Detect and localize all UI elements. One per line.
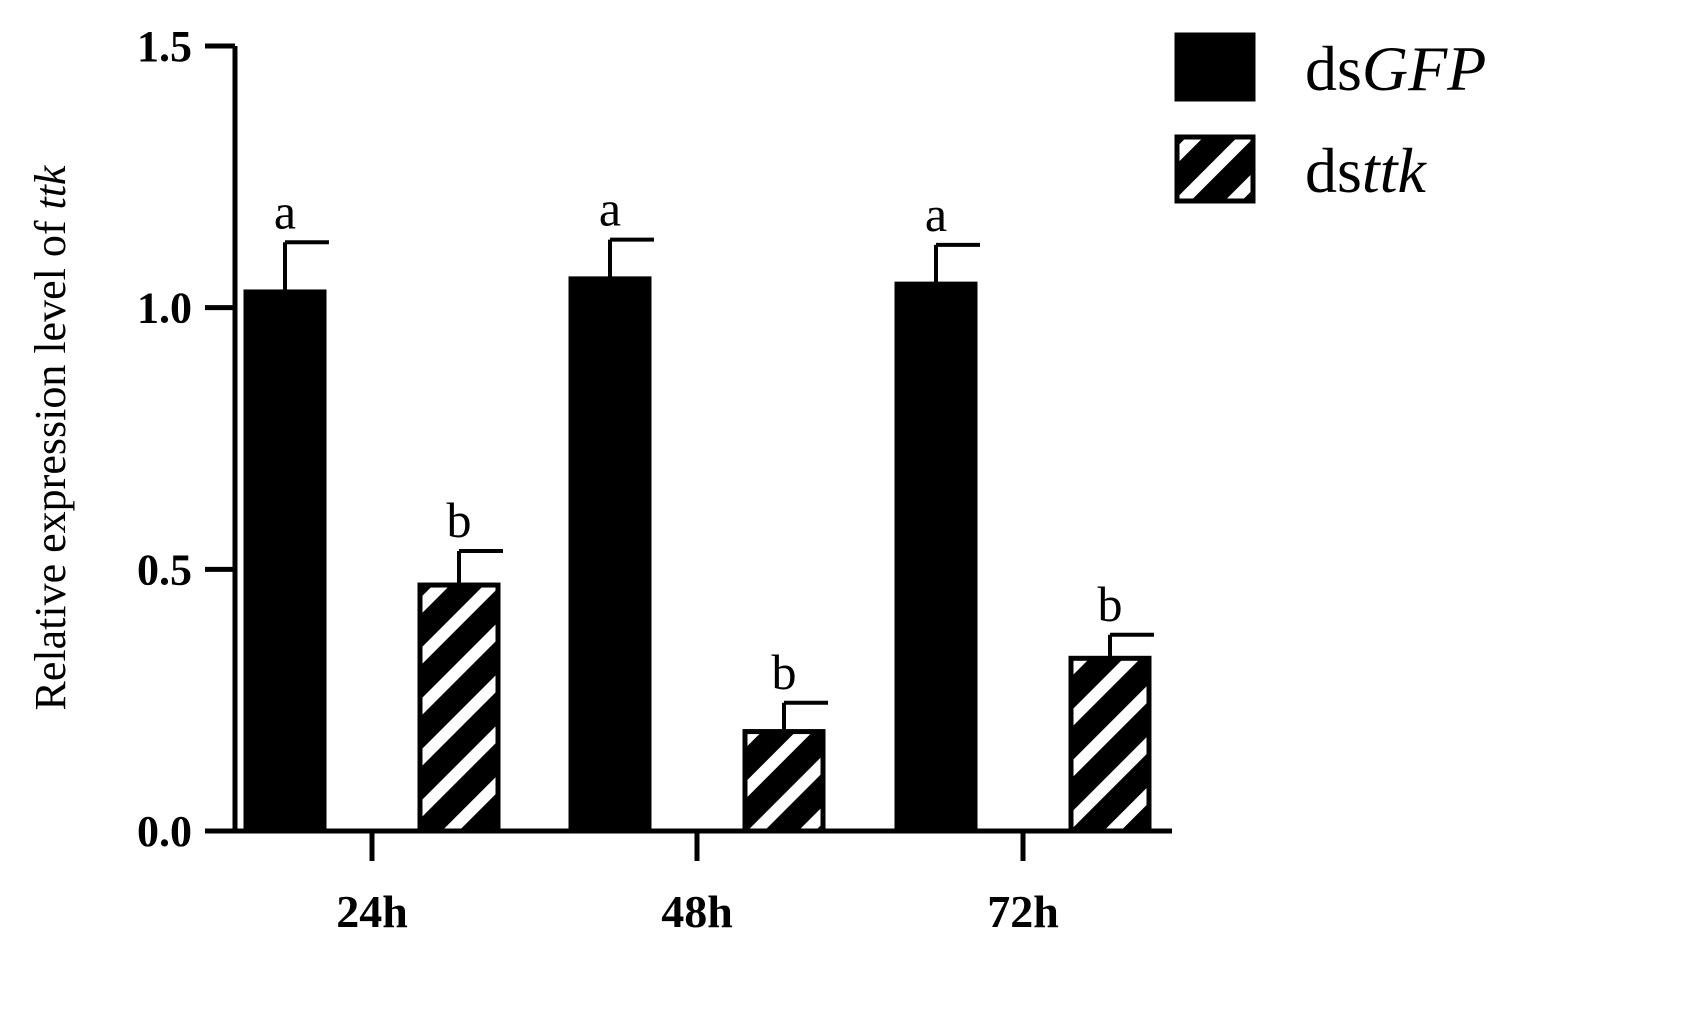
legend-label-ttk: dsttk xyxy=(1305,135,1427,206)
y-axis-title-prefix: Relative expression level of xyxy=(26,210,75,711)
error-bars xyxy=(283,237,1154,732)
bar-ttk-72h xyxy=(1068,655,1152,834)
significance-letter: a xyxy=(599,181,621,237)
significance-letter: b xyxy=(772,644,797,700)
bars xyxy=(243,276,1152,834)
legend-swatch-ttk xyxy=(1174,134,1256,204)
bar-GFP-72h xyxy=(894,281,978,834)
y-tick-label: 0.5 xyxy=(137,545,192,594)
y-tick-label: 1.5 xyxy=(137,22,192,71)
x-ticks: 24h 48h 72h xyxy=(336,831,1059,937)
axes xyxy=(232,46,1172,834)
bar-ttk-48h xyxy=(742,729,826,834)
y-axis-title: Relative expression level of ttk xyxy=(26,164,75,710)
y-ticks: 0.0 0.5 1.0 1.5 xyxy=(137,22,235,856)
bar-ttk-24h xyxy=(417,582,501,834)
legend-label-italic: ttk xyxy=(1362,135,1428,206)
y-tick-label: 1.0 xyxy=(137,284,192,333)
legend-label-prefix: ds xyxy=(1305,135,1362,206)
legend-label-GFP: dsGFP xyxy=(1305,33,1486,104)
legend-label-italic: GFP xyxy=(1362,33,1486,104)
bar-GFP-48h xyxy=(568,276,652,834)
significance-letter: a xyxy=(925,186,947,242)
legend-label-prefix: ds xyxy=(1305,33,1362,104)
legend-swatch-GFP xyxy=(1174,32,1256,102)
significance-letter: b xyxy=(447,492,472,548)
x-tick-label: 24h xyxy=(336,886,408,937)
significance-letter: a xyxy=(274,183,296,239)
significance-letter: b xyxy=(1098,576,1123,632)
bar-GFP-24h xyxy=(243,289,327,834)
y-axis-title-italic: ttk xyxy=(26,164,75,209)
x-tick-label: 72h xyxy=(987,886,1059,937)
significance-letters: a a a b b b xyxy=(274,181,1123,700)
x-tick-label: 48h xyxy=(661,886,733,937)
y-tick-label: 0.0 xyxy=(137,807,192,856)
